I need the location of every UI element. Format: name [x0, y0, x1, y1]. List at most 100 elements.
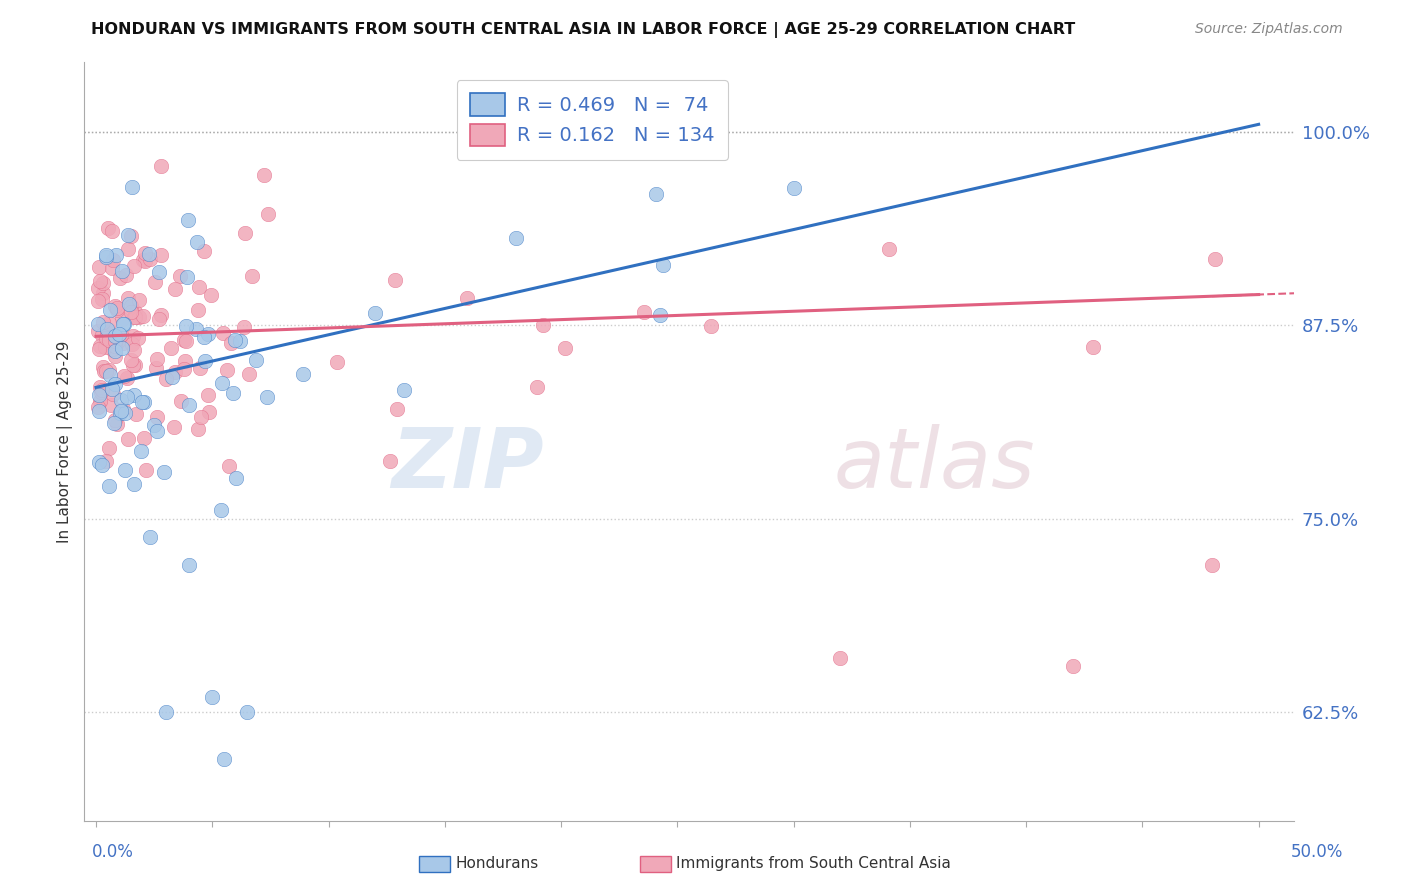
- Point: [505, 231, 527, 245]
- Point: [170, 394, 193, 409]
- Point: [135, 463, 157, 477]
- Point: [139, 531, 162, 545]
- Point: [188, 361, 211, 376]
- Point: [104, 329, 127, 343]
- Point: [134, 245, 156, 260]
- Point: [392, 383, 415, 397]
- Point: [105, 302, 128, 317]
- Point: [122, 259, 145, 273]
- Point: [91, 383, 114, 397]
- Point: [148, 311, 170, 326]
- Text: HONDURAN VS IMMIGRANTS FROM SOUTH CENTRAL ASIA IN LABOR FORCE | AGE 25-29 CORREL: HONDURAN VS IMMIGRANTS FROM SOUTH CENTRA…: [91, 22, 1076, 38]
- Point: [122, 358, 145, 372]
- Point: [197, 326, 219, 341]
- Point: [122, 310, 145, 324]
- Point: [105, 248, 128, 262]
- Point: [120, 353, 142, 368]
- Point: [526, 379, 548, 393]
- Point: [111, 311, 134, 326]
- Text: 50.0%: 50.0%: [1291, 843, 1343, 861]
- Point: [253, 168, 276, 182]
- Point: [100, 382, 122, 396]
- Point: [93, 363, 115, 377]
- Point: [87, 293, 110, 308]
- Point: [107, 334, 129, 348]
- Point: [120, 305, 142, 319]
- Point: [212, 752, 235, 766]
- Point: [211, 376, 233, 391]
- Point: [143, 275, 166, 289]
- Point: [97, 220, 120, 235]
- Point: [98, 303, 121, 318]
- Point: [111, 336, 134, 351]
- Point: [1204, 252, 1226, 267]
- Point: [104, 344, 127, 359]
- Point: [229, 334, 252, 349]
- Point: [782, 181, 804, 195]
- Point: [100, 398, 122, 412]
- Point: [115, 268, 138, 282]
- Point: [89, 339, 111, 353]
- Point: [132, 395, 155, 409]
- Point: [104, 349, 127, 363]
- Point: [91, 328, 114, 343]
- Point: [124, 388, 146, 402]
- Point: [89, 380, 111, 394]
- Point: [456, 291, 478, 305]
- Point: [121, 180, 143, 194]
- Point: [90, 385, 112, 400]
- Point: [193, 244, 215, 258]
- Point: [148, 264, 170, 278]
- Point: [131, 252, 153, 267]
- Point: [128, 310, 150, 324]
- Point: [110, 392, 132, 407]
- Point: [104, 334, 127, 349]
- Point: [364, 306, 387, 320]
- Point: [163, 420, 186, 434]
- Point: [146, 409, 169, 424]
- Point: [177, 398, 200, 412]
- Point: [89, 343, 111, 357]
- Point: [121, 336, 143, 351]
- Point: [256, 390, 278, 404]
- Point: [652, 259, 675, 273]
- Point: [531, 318, 554, 333]
- Point: [145, 360, 167, 375]
- Point: [89, 393, 111, 408]
- Point: [830, 651, 852, 665]
- Point: [211, 326, 233, 340]
- Point: [108, 406, 131, 420]
- Point: [91, 458, 114, 472]
- Point: [94, 250, 117, 264]
- Point: [150, 159, 173, 173]
- Point: [97, 325, 120, 339]
- Point: [118, 297, 141, 311]
- Point: [117, 242, 139, 256]
- Point: [98, 479, 121, 493]
- Point: [112, 317, 135, 331]
- Point: [127, 331, 149, 345]
- Text: Source: ZipAtlas.com: Source: ZipAtlas.com: [1195, 22, 1343, 37]
- Point: [87, 455, 110, 469]
- Point: [96, 364, 118, 378]
- Point: [174, 353, 197, 368]
- Point: [104, 299, 127, 313]
- Point: [146, 424, 169, 438]
- Point: [245, 352, 267, 367]
- Point: [150, 308, 173, 322]
- Point: [87, 318, 110, 332]
- Point: [120, 229, 142, 244]
- Point: [111, 264, 134, 278]
- Point: [90, 292, 112, 306]
- Point: [103, 417, 125, 431]
- Point: [187, 303, 209, 318]
- Point: [1062, 659, 1084, 673]
- Point: [91, 276, 114, 290]
- Point: [104, 377, 127, 392]
- Text: Hondurans: Hondurans: [456, 856, 538, 871]
- Point: [194, 354, 217, 368]
- Point: [87, 404, 110, 418]
- Point: [94, 340, 117, 354]
- Point: [89, 387, 111, 401]
- Point: [131, 395, 153, 409]
